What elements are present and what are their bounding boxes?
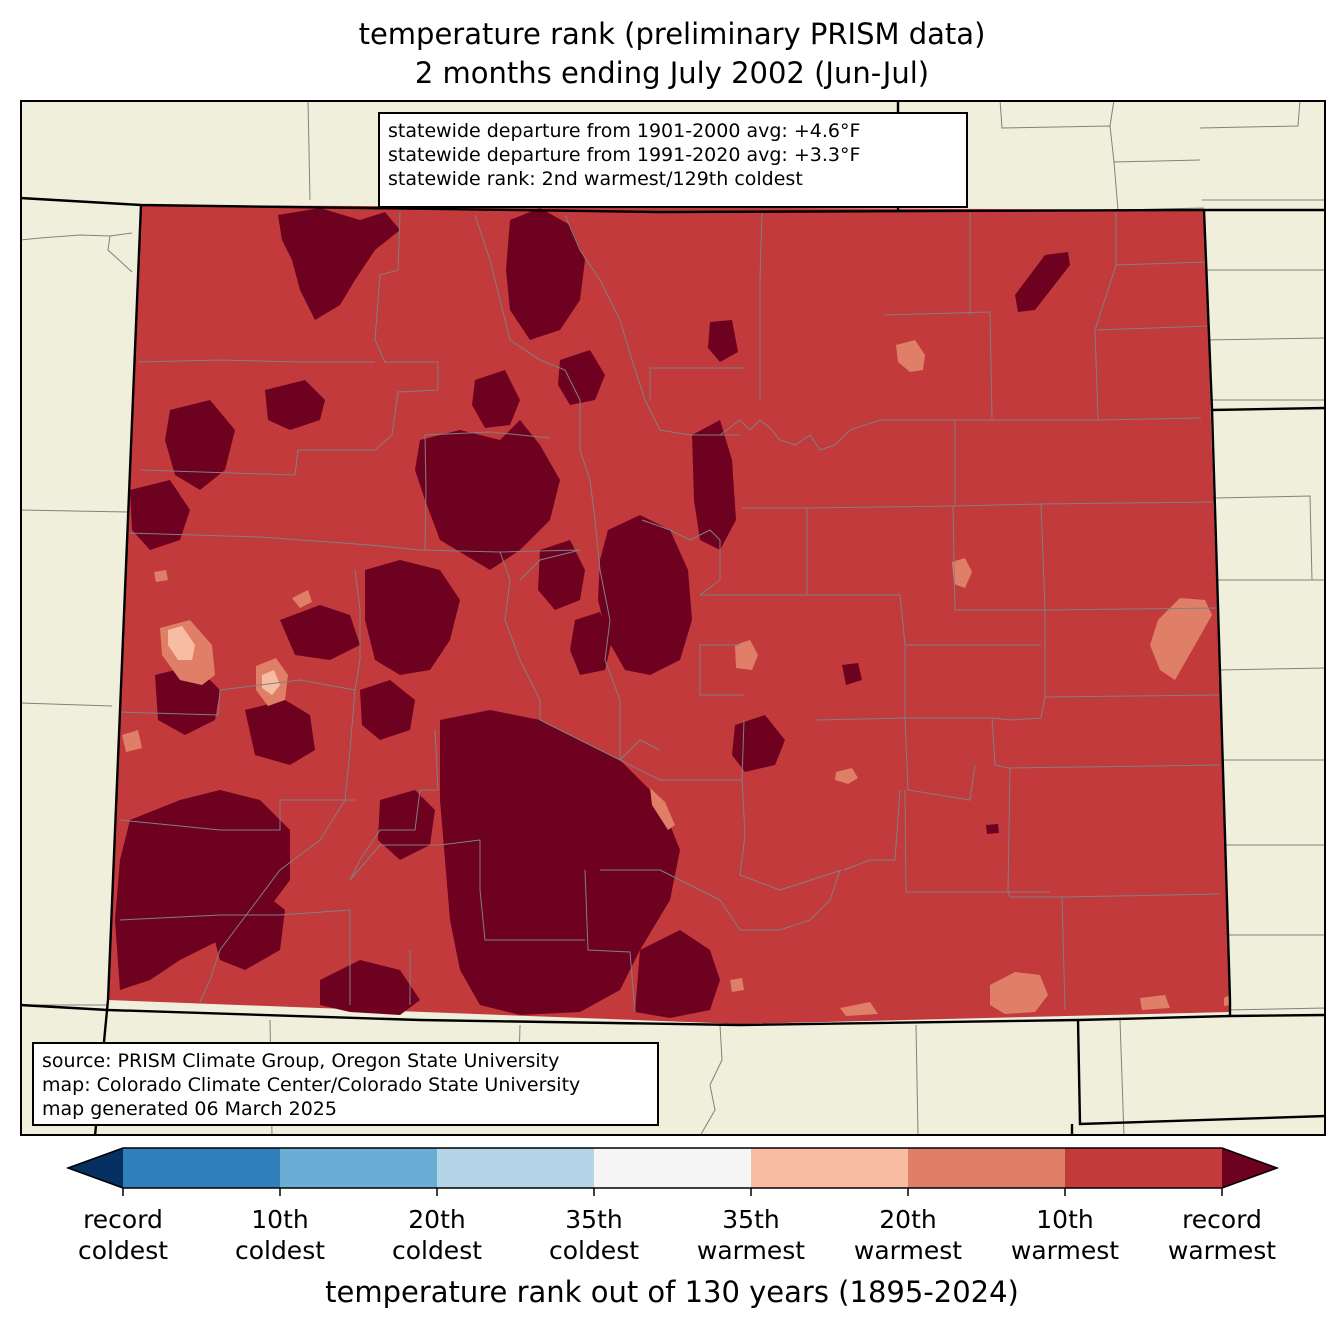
tick-label-line2: coldest bbox=[77, 1236, 169, 1265]
stats-rank: statewide rank: 2nd warmest/129th coldes… bbox=[388, 168, 803, 190]
colorbar bbox=[65, 1147, 1280, 1196]
tick-label-line2: coldest bbox=[234, 1236, 326, 1265]
colorbar-tick-label: 10th warmest bbox=[985, 1204, 1145, 1266]
colorbar-bin-3 bbox=[437, 1148, 595, 1188]
tick-label-line1: 20th bbox=[408, 1205, 466, 1234]
colorbar-bin-record-warmest bbox=[1222, 1148, 1277, 1188]
colorado-map bbox=[20, 100, 1326, 1136]
colorbar-tick-label: 10th coldest bbox=[200, 1204, 360, 1266]
colorbar-tick-label: record warmest bbox=[1142, 1204, 1302, 1266]
stats-departure-1901-2000: statewide departure from 1901-2000 avg: … bbox=[388, 120, 861, 142]
tick-label-line1: 35th bbox=[722, 1205, 780, 1234]
tick-label-line2: coldest bbox=[391, 1236, 483, 1265]
tick-label-line1: record bbox=[83, 1205, 163, 1234]
tick-label-line1: 35th bbox=[565, 1205, 623, 1234]
colorbar-tick-label: record coldest bbox=[43, 1204, 203, 1266]
colorbar-bin-5 bbox=[751, 1148, 909, 1188]
tick-label-line2: warmest bbox=[696, 1236, 806, 1265]
tick-label-line2: coldest bbox=[548, 1236, 640, 1265]
colorbar-bin-4 bbox=[594, 1148, 752, 1188]
tick-label-line2: warmest bbox=[853, 1236, 963, 1265]
tick-label-line2: warmest bbox=[1010, 1236, 1120, 1265]
map-frame-border bbox=[20, 100, 1326, 1136]
tick-label-line2: warmest bbox=[1167, 1236, 1277, 1265]
map-title: temperature rank (preliminary PRISM data… bbox=[358, 17, 986, 51]
colorbar-bin-2 bbox=[280, 1148, 438, 1188]
colorbar-bin-6 bbox=[908, 1148, 1066, 1188]
source-box: source: PRISM Climate Group, Oregon Stat… bbox=[32, 1042, 659, 1126]
map-credit-line: map: Colorado Climate Center/Colorado St… bbox=[42, 1074, 581, 1096]
colorbar-tick-label: 20th warmest bbox=[828, 1204, 988, 1266]
stats-departure-1991-2020: statewide departure from 1991-2020 avg: … bbox=[388, 144, 861, 166]
colorbar-bin-1 bbox=[123, 1148, 281, 1188]
colorado-county-lines bbox=[119, 211, 1223, 1013]
map-subtitle: 2 months ending July 2002 (Jun-Jul) bbox=[414, 56, 930, 90]
colorbar-bin-7 bbox=[1065, 1148, 1223, 1188]
colorbar-bin-record-coldest bbox=[68, 1148, 123, 1188]
source-line: source: PRISM Climate Group, Oregon Stat… bbox=[42, 1050, 560, 1072]
tick-label-line1: 10th bbox=[1036, 1205, 1094, 1234]
twentieth-to-thirtyfifth-warmest-areas bbox=[168, 626, 280, 695]
tick-label-line1: record bbox=[1182, 1205, 1262, 1234]
colorbar-tick-label: 35th coldest bbox=[514, 1204, 674, 1266]
tick-label-line1: 10th bbox=[251, 1205, 309, 1234]
tick-label-line1: 20th bbox=[879, 1205, 937, 1234]
generated-date-line: map generated 06 March 2025 bbox=[42, 1098, 337, 1120]
colorbar-tick-label: 35th warmest bbox=[671, 1204, 831, 1266]
record-warmest-areas bbox=[115, 208, 1070, 1018]
state-borders bbox=[20, 100, 1326, 1136]
colorbar-axis-label: temperature rank out of 130 years (1895-… bbox=[325, 1275, 1019, 1309]
statewide-stats-box: statewide departure from 1901-2000 avg: … bbox=[378, 112, 968, 208]
colorbar-tick-label: 20th coldest bbox=[357, 1204, 517, 1266]
